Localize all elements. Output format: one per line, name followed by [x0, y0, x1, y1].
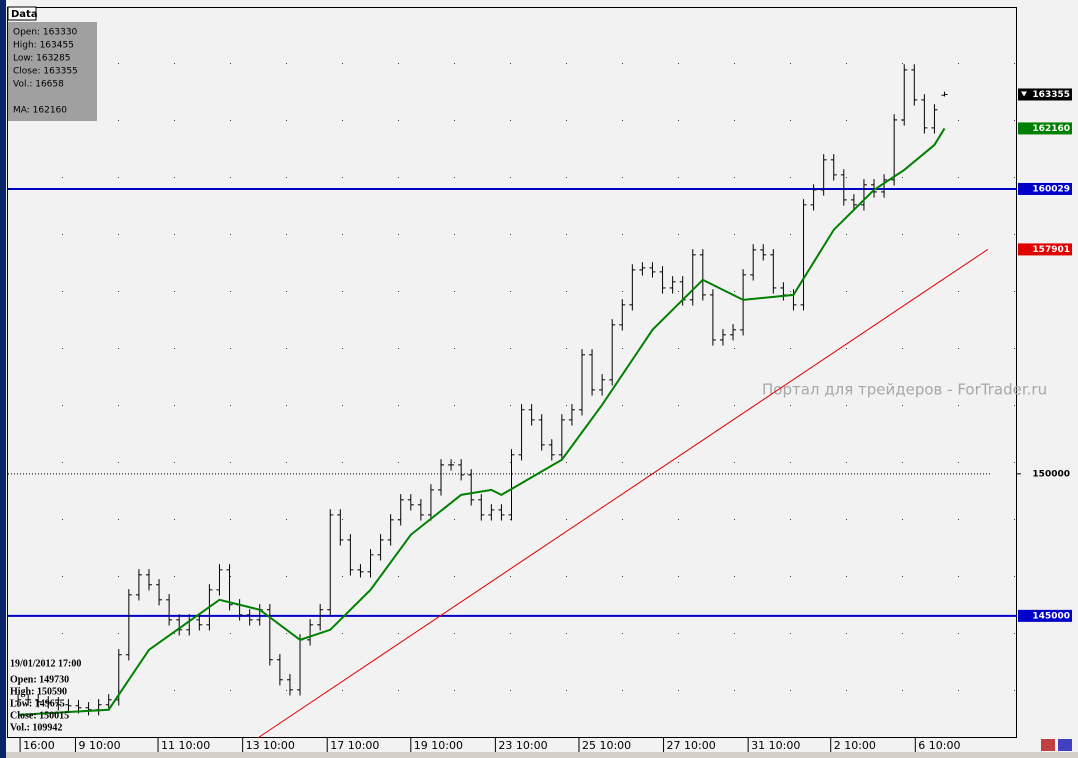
price-tag	[1018, 122, 1072, 135]
x-tick-label: 6 10:00	[918, 739, 960, 752]
data-tab-label: Data	[11, 9, 38, 20]
price-tag-label: 145000	[1032, 611, 1070, 621]
price-marker	[1021, 91, 1027, 97]
x-tick-label: 13 10:00	[246, 739, 295, 752]
price-tag	[1018, 88, 1072, 101]
x-tick-label: 19 10:00	[414, 739, 463, 752]
x-tick-label: 9 10:00	[78, 739, 120, 752]
plot: 150000 16:00 9 10:00 11 10:00 13 10:00 17 10:…	[8, 64, 1072, 752]
trendline	[257, 248, 989, 739]
price-tag-label: 163355	[1032, 90, 1070, 100]
x-tick-label: 31 10:00	[751, 739, 800, 752]
info: Open: 163330 High: 163455 Low: 163285 Close…	[10, 28, 81, 734]
x-tick-label: 23 10:00	[498, 739, 547, 752]
data-line: Vol.: 16658	[13, 80, 64, 90]
grid-dots	[7, 7, 1017, 738]
scroll-strip	[6, 752, 1078, 758]
cursor-info-line: High: 150590	[10, 686, 67, 697]
data-line: Open: 163330	[13, 28, 78, 38]
cursor-info-line: Open: 149730	[10, 674, 69, 685]
data-tab[interactable]	[7, 6, 37, 21]
data-line: Low: 163285	[13, 54, 70, 64]
x-tick-label: 16:00	[23, 739, 55, 752]
cursor-info-line: 19/01/2012 17:00	[10, 658, 81, 669]
x-tick-label: 25 10:00	[582, 739, 631, 752]
cursor-info-line: Vol.: 109942	[10, 722, 62, 733]
x-tick-label: 11 10:00	[161, 739, 210, 752]
data-line: MA: 162160	[13, 106, 67, 116]
x-tick-label: 2 10:00	[834, 739, 876, 752]
price-tag	[1018, 182, 1072, 195]
price-tag	[1018, 243, 1072, 256]
y-tick-label: 150000	[1032, 469, 1070, 479]
price-tag	[1018, 609, 1072, 622]
price-tag-label: 160029	[1032, 184, 1070, 194]
data-line: High: 163455	[13, 41, 74, 51]
tab-icon[interactable]	[1058, 739, 1072, 751]
window-border	[0, 0, 6, 758]
price-tag-label: 162160	[1032, 124, 1070, 134]
cursor-info-line: Close: 150015	[10, 710, 69, 721]
tab-icon[interactable]	[1041, 739, 1055, 751]
data-line: Close: 163355	[13, 67, 78, 77]
watermark: Портал для трейдеров - ForTrader.ru	[762, 381, 1047, 399]
moving-average	[18, 127, 946, 716]
data-window	[8, 22, 97, 121]
x-tick-label: 17 10:00	[330, 739, 379, 752]
price-tag-label: 157901	[1032, 245, 1070, 255]
x-tick-label: 27 10:00	[667, 739, 716, 752]
plot-frame	[7, 7, 1017, 738]
cursor-info-line: Low: 149675	[10, 698, 65, 709]
